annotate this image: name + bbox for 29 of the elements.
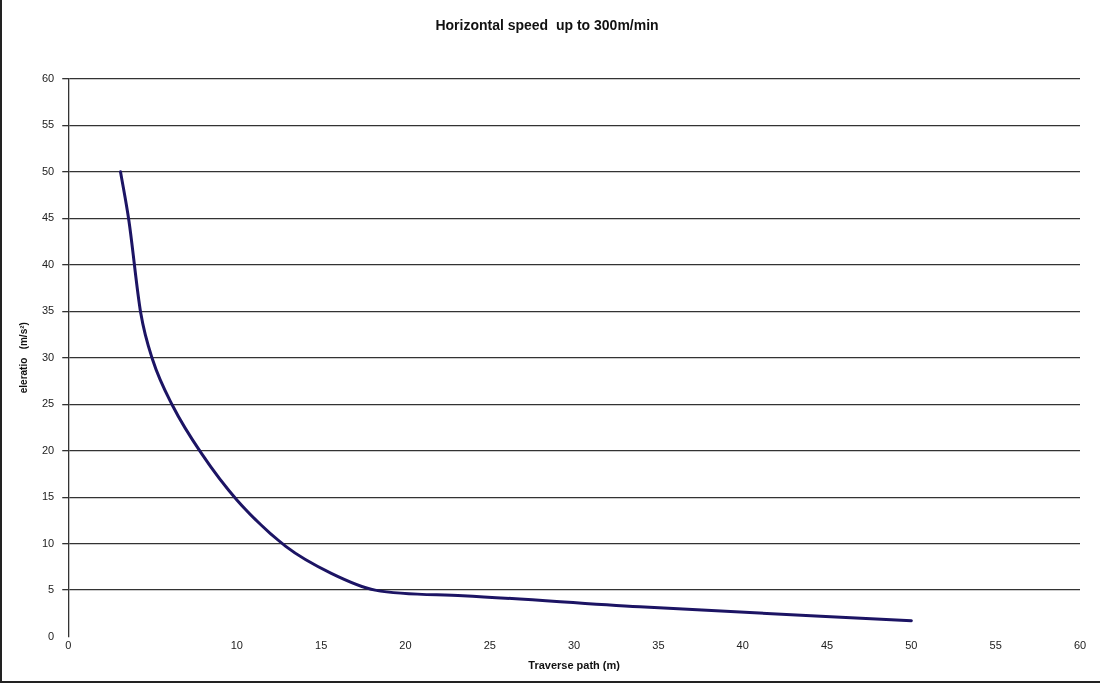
- y-tick-label: 10: [41, 536, 55, 549]
- x-tick-label: 45: [820, 639, 834, 652]
- line-series: [119, 170, 913, 623]
- chart-title: Horizontal speed up to 300m/min: [435, 17, 659, 34]
- x-tick-label: 40: [736, 639, 749, 652]
- x-tick-label: 55: [989, 639, 1002, 652]
- x-tick-label: 50: [905, 639, 918, 652]
- y-tick-label: 5: [48, 583, 55, 596]
- y-tick-label: 0: [48, 629, 55, 642]
- y-tick-label: 25: [41, 397, 55, 410]
- y-tick-label: 40: [41, 257, 55, 270]
- x-tick-label: 20: [399, 639, 412, 652]
- y-tick-label: 30: [41, 350, 55, 363]
- x-tick-label: 10: [230, 639, 243, 652]
- x-tick-label: 25: [483, 639, 496, 652]
- x-tick-label: 35: [652, 639, 665, 652]
- x-tick-label: 0: [65, 639, 72, 652]
- y-tick-label: 45: [41, 211, 55, 224]
- y-axis-title: eleratio (m/s²): [17, 322, 29, 394]
- x-tick-label: 15: [315, 639, 328, 652]
- x-axis-title: Traverse path (m): [528, 659, 621, 672]
- x-tick-label: 60: [1073, 639, 1087, 652]
- y-tick-label: 15: [41, 490, 55, 503]
- y-tick-label: 35: [41, 304, 55, 317]
- y-tick-label: 55: [41, 118, 55, 131]
- y-tick-label: 60: [41, 71, 55, 84]
- y-tick-label: 20: [41, 443, 55, 456]
- y-tick-label: 50: [41, 164, 55, 177]
- x-tick-label: 30: [567, 639, 581, 652]
